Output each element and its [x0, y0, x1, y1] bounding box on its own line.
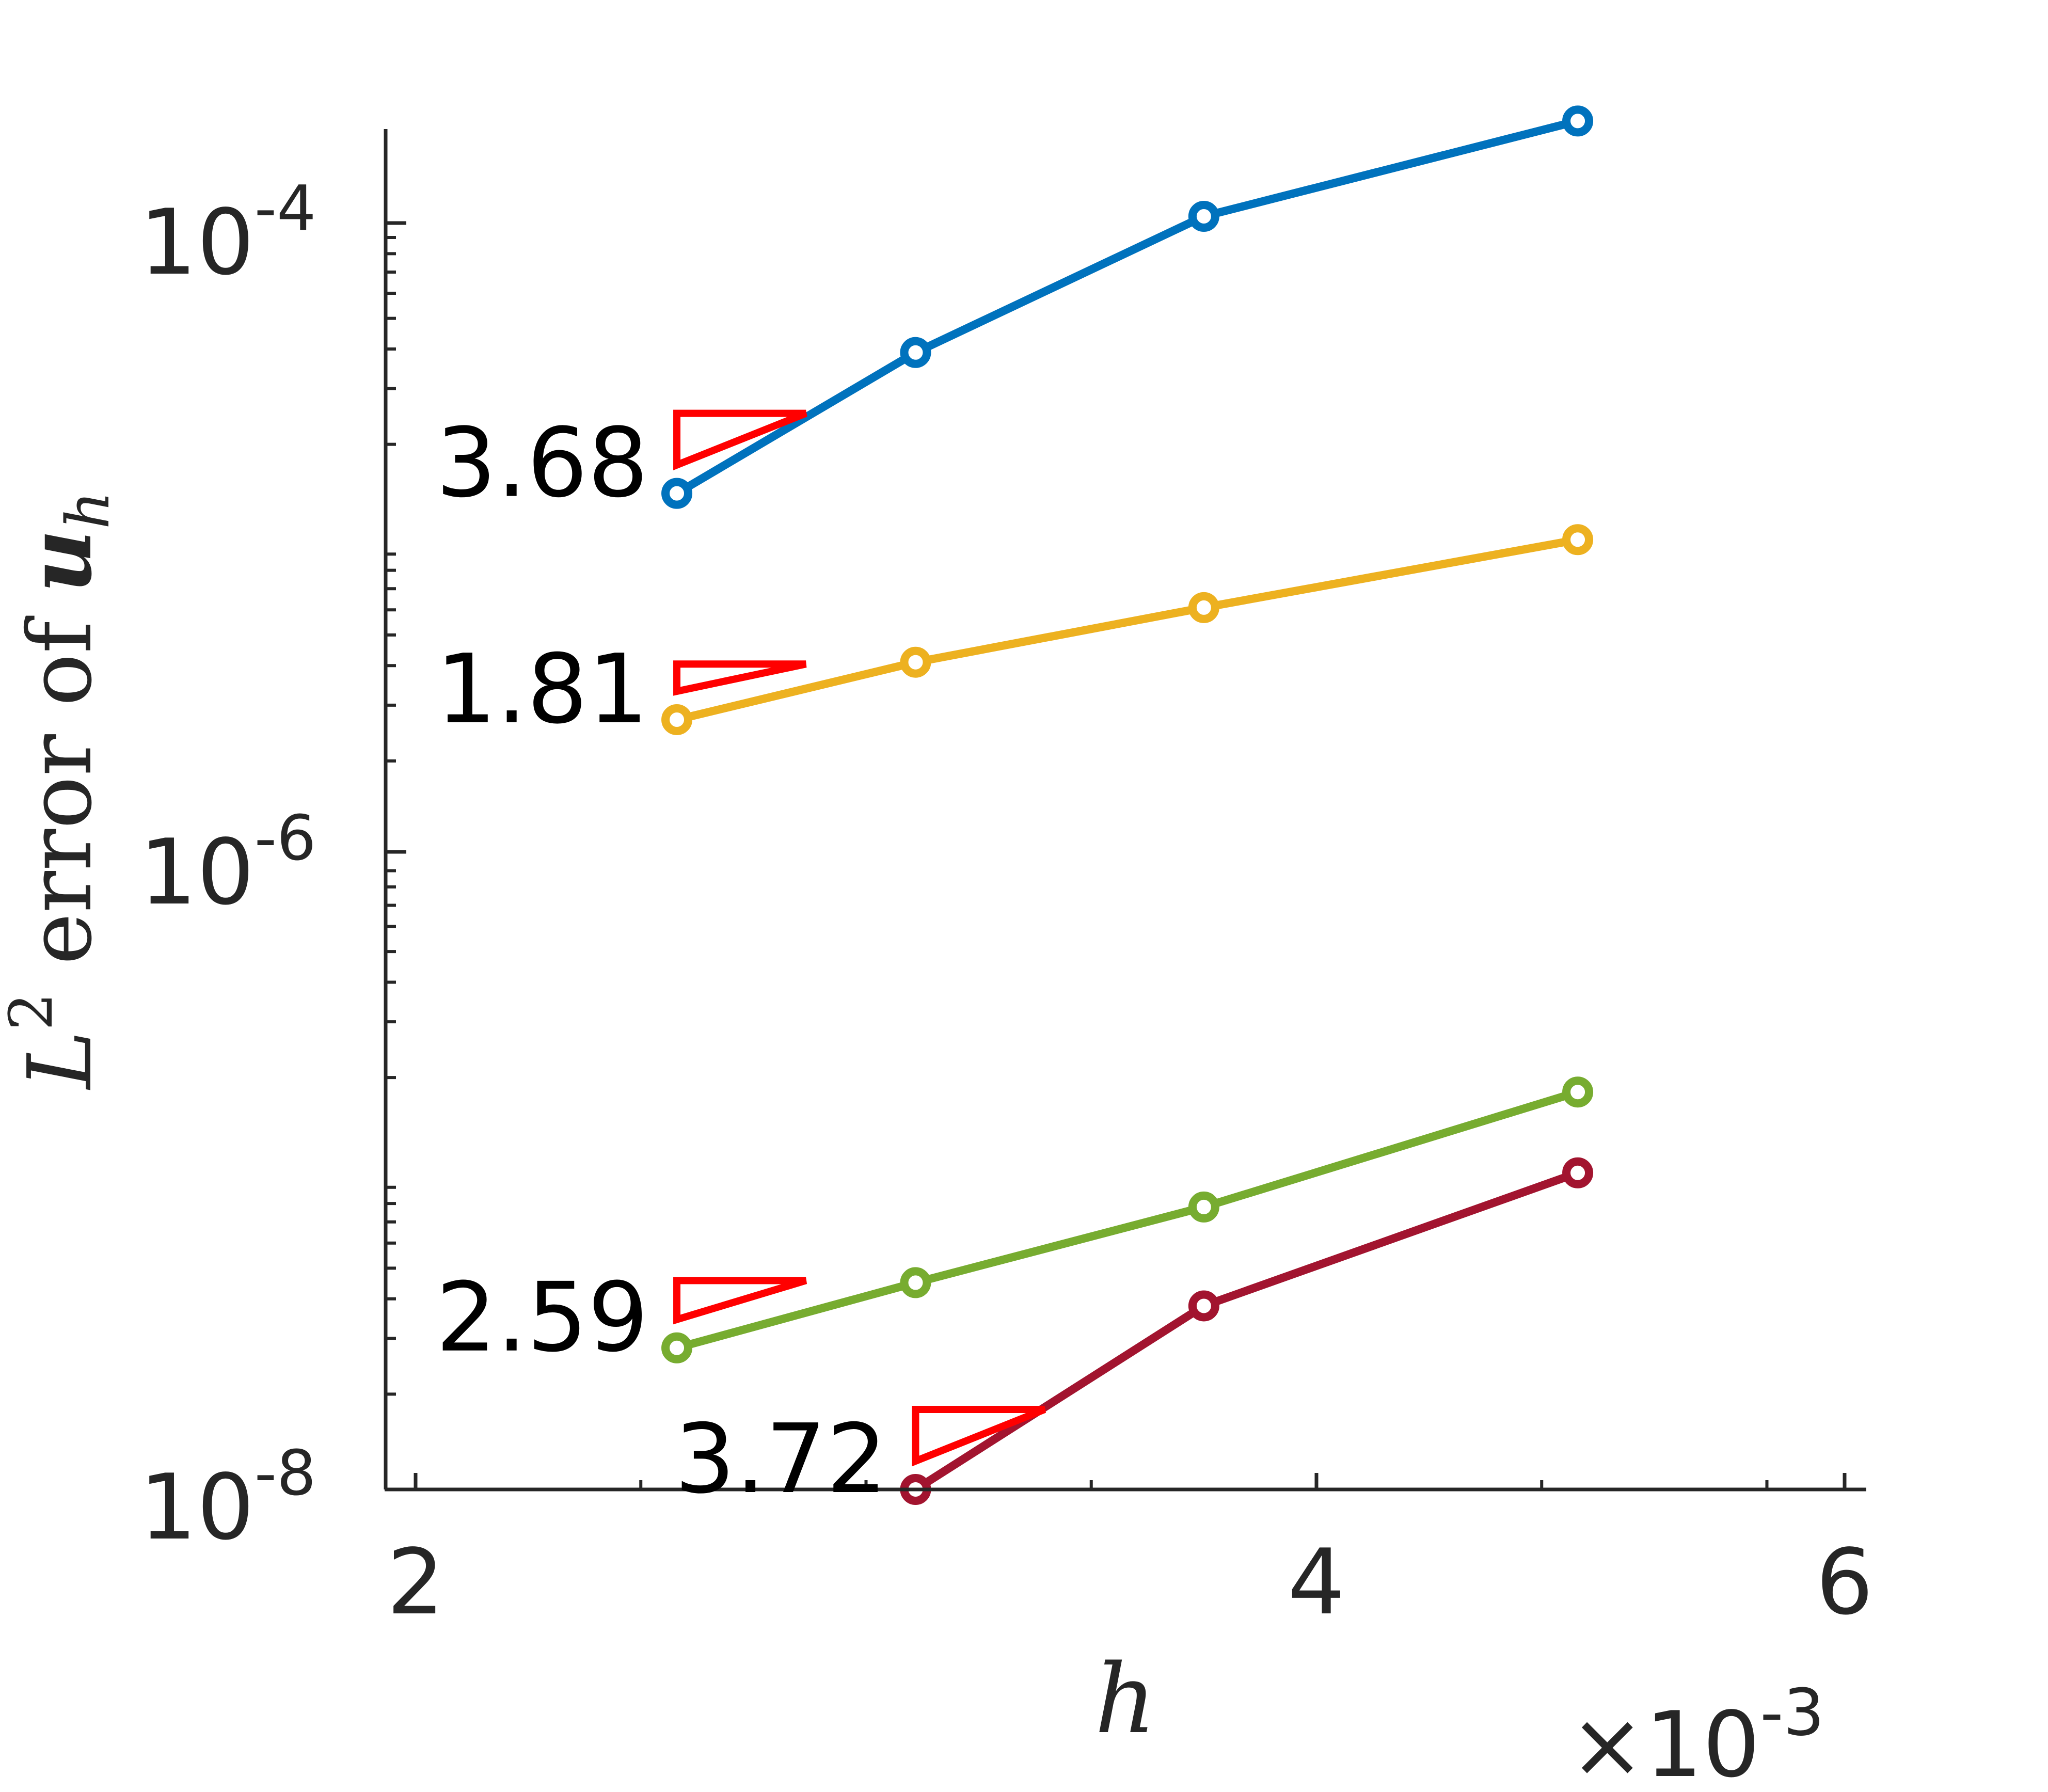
series-2-point-4	[1562, 524, 1594, 556]
slope-triangle-1	[673, 409, 807, 470]
y-tick-label-1e-8-exp: -8	[255, 1438, 316, 1510]
y-tick-label-1e-4: 10-4	[139, 173, 316, 295]
series-3-point-3	[1188, 1191, 1219, 1223]
slope-label-4: 3.72	[675, 1403, 887, 1515]
y-axis-title-sub: h	[54, 491, 123, 529]
slope-triangle-2	[673, 660, 807, 696]
y-axis-title-sup: 2	[0, 993, 66, 1030]
y-axis-title-L: L	[9, 1030, 112, 1090]
slope-label-3: 2.59	[436, 1262, 648, 1373]
series-4-point-2	[1188, 1290, 1219, 1322]
y-tick-label-1e-6-base: 10	[139, 820, 255, 925]
series-1-point-3	[1188, 201, 1219, 232]
x-axis-title: h	[1094, 1643, 1156, 1755]
slope-label-2: 1.81	[436, 633, 648, 745]
y-tick-label-1e-6: 10-6	[139, 803, 316, 925]
series-3-point-1	[661, 1332, 693, 1363]
series-3-point-2	[900, 1267, 931, 1298]
x-axis-multiplier: ×10-3	[1569, 1675, 1824, 1792]
series-1-point-4	[1562, 105, 1594, 137]
slope-triangle-3	[673, 1277, 807, 1325]
slope-label-1: 3.68	[436, 407, 648, 519]
series-layer	[661, 105, 1594, 1505]
x-tick-label-6: 6	[1816, 1530, 1873, 1635]
y-tick-label-1e-4-base: 10	[139, 191, 255, 295]
series-line-2	[673, 535, 1582, 724]
series-1-point-2	[900, 337, 931, 368]
axes	[384, 129, 1866, 1492]
x-tick-label-4: 4	[1288, 1530, 1345, 1635]
y-minor-ticks	[386, 236, 396, 1396]
series-1-point-1	[661, 478, 693, 509]
x-tick-label-2: 2	[387, 1530, 444, 1635]
series-line-3	[673, 1088, 1582, 1352]
series-4-point-3	[1562, 1157, 1594, 1188]
series-2-point-3	[1188, 592, 1219, 623]
slope-triangle-layer	[673, 409, 1046, 1467]
y-tick-label-1e-8: 10-8	[139, 1438, 316, 1560]
series-2-point-2	[900, 646, 931, 678]
y-tick-label-1e-6-exp: -6	[255, 803, 316, 875]
series-3-point-4	[1562, 1076, 1594, 1108]
y-axis-title-u: u	[8, 529, 112, 593]
y-axis-title: L2 error of uh	[0, 491, 123, 1090]
y-tick-label-1e-4-exp: -4	[255, 173, 316, 245]
x-axis-multiplier-exp: -3	[1760, 1675, 1824, 1750]
x-axis-multiplier-times: ×	[1569, 1693, 1645, 1792]
x-axis-multiplier-base: 10	[1645, 1693, 1760, 1792]
y-tick-label-1e-8-base: 10	[139, 1455, 255, 1560]
series-line-1	[673, 117, 1582, 498]
slope-triangle-4	[912, 1406, 1046, 1467]
x-axis-title-var: h	[1094, 1643, 1156, 1755]
x-minor-ticks	[639, 1480, 1769, 1489]
series-2-point-1	[661, 704, 693, 735]
y-axis-title-middle: error of	[9, 593, 112, 993]
series-line-4	[911, 1168, 1582, 1494]
